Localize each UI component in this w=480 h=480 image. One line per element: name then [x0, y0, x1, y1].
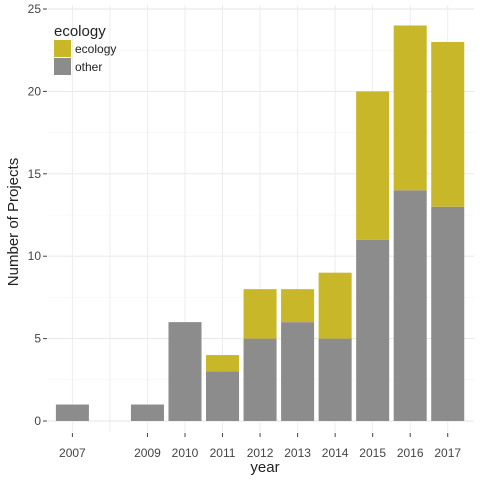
bars-group — [55, 25, 465, 421]
legend: ecology ecology other — [54, 23, 116, 75]
legend-label-other: other — [75, 60, 102, 74]
legend-label-ecology: ecology — [75, 42, 116, 56]
legend-title: ecology — [54, 23, 106, 40]
x-tick-label-2011: 2011 — [210, 446, 236, 460]
x-tick-label-2007: 2007 — [59, 446, 86, 460]
x-axis-ticks: 2007 2009 2010 2011 2012 2013 2014 2015 2016 2017 — [59, 433, 461, 460]
bar-ecology-2011 — [206, 355, 240, 372]
x-tick-label-2010: 2010 — [172, 446, 199, 460]
y-tick-label-0: 0 — [34, 414, 41, 428]
bar-ecology-2017 — [431, 41, 465, 207]
bar-other-2014 — [318, 338, 352, 421]
bar-other-2015 — [356, 239, 390, 421]
bar-ecology-2012 — [243, 289, 277, 339]
y-tick-label-10: 10 — [28, 249, 42, 263]
bar-other-2007 — [55, 404, 89, 421]
bar-ecology-2016 — [393, 25, 427, 191]
x-tick-label-2016: 2016 — [397, 446, 424, 460]
legend-swatch-ecology — [54, 40, 71, 57]
x-tick-label-2009: 2009 — [134, 446, 161, 460]
x-tick-label-2017: 2017 — [434, 446, 461, 460]
bar-other-2016 — [393, 190, 427, 421]
x-tick-label-2014: 2014 — [322, 446, 349, 460]
y-tick-label-15: 15 — [28, 167, 42, 181]
bar-other-2011 — [206, 371, 240, 421]
bar-other-2017 — [431, 206, 465, 421]
y-tick-label-20: 20 — [28, 84, 42, 98]
x-tick-label-2015: 2015 — [359, 446, 386, 460]
bar-other-2009 — [130, 404, 164, 421]
y-tick-label-5: 5 — [34, 332, 41, 346]
bar-other-2010 — [168, 322, 202, 421]
x-tick-label-2012: 2012 — [247, 446, 274, 460]
bar-other-2012 — [243, 338, 277, 421]
bar-other-2013 — [281, 322, 315, 421]
bar-ecology-2015 — [356, 91, 390, 240]
y-axis-title: Number of Projects — [5, 158, 22, 286]
x-axis-title: year — [250, 459, 279, 476]
bar-ecology-2013 — [281, 289, 315, 323]
legend-swatch-other — [54, 58, 71, 75]
bar-ecology-2014 — [318, 272, 352, 339]
y-tick-label-25: 25 — [28, 2, 42, 16]
y-axis-ticks: 0 5 10 15 20 25 — [28, 2, 47, 428]
x-tick-label-2013: 2013 — [284, 446, 311, 460]
